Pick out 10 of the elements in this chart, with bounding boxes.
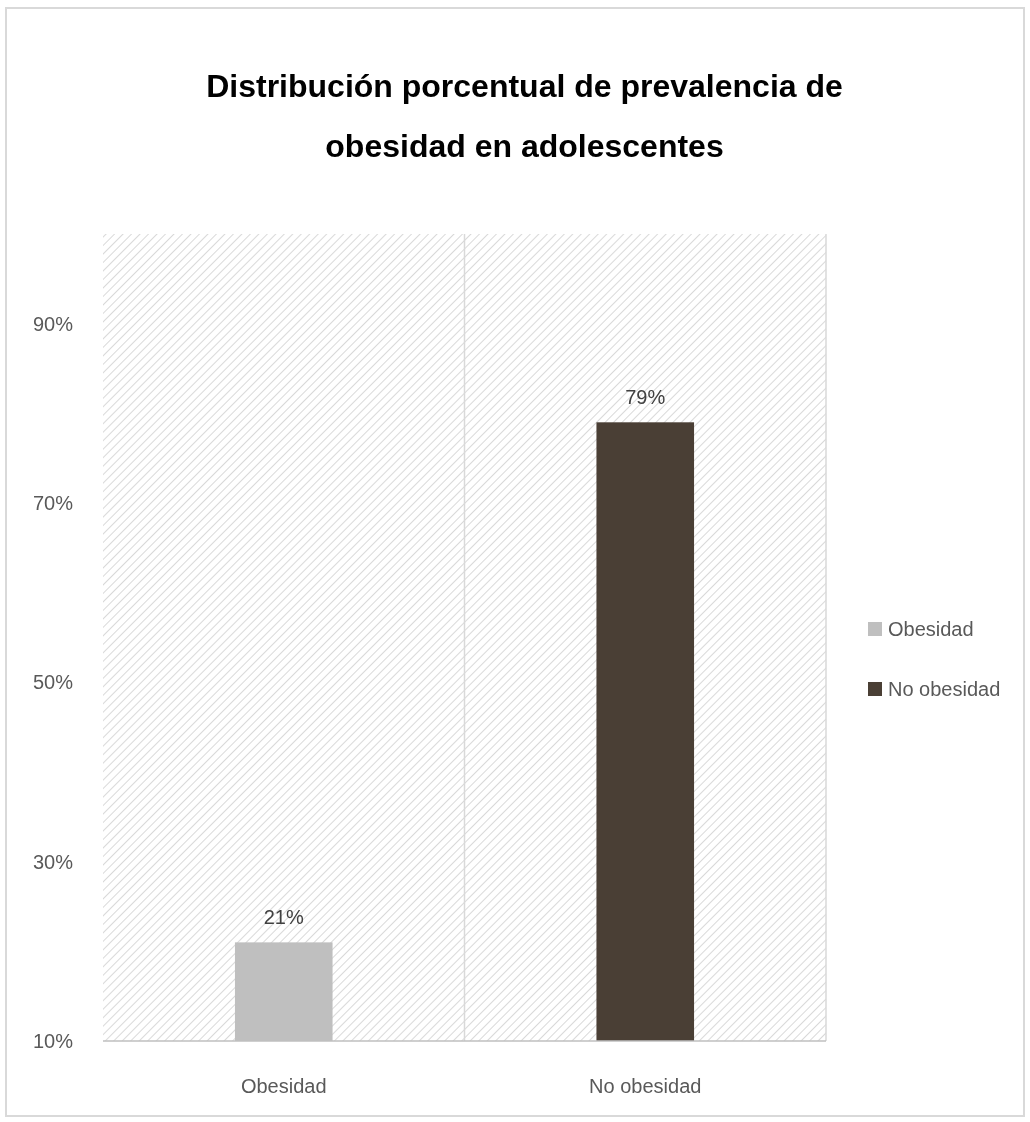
y-tick-label: 30% [32,850,74,873]
chart-title: Distribución porcentual de prevalencia de obesidad en adolescentes [206,68,843,164]
legend-label: No obesidad [888,678,1001,700]
legend-label: Obesidad [888,618,974,640]
y-tick-label: 70% [32,492,74,514]
y-tick-label: 50% [32,671,74,694]
y-tick-label: 90% [32,312,74,335]
data-label: 21% [263,906,304,929]
data-label: 79% [625,386,666,409]
y-tick-label: 10% [32,1030,74,1052]
